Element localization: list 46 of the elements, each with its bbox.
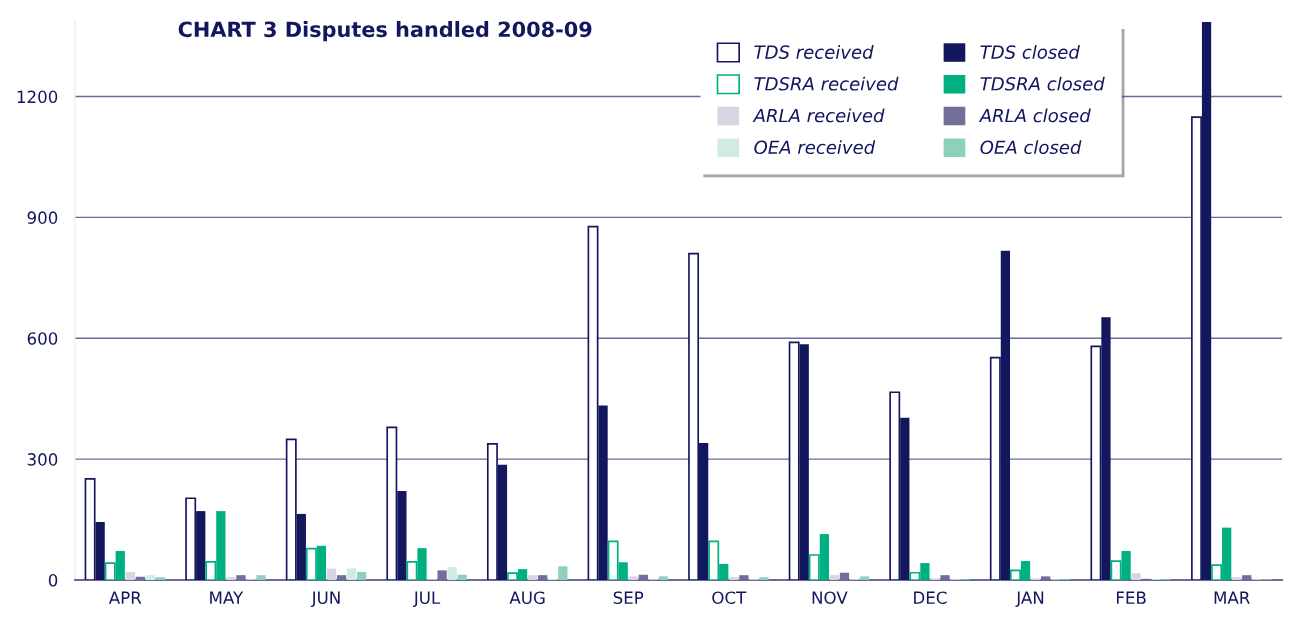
y-tick-label: 900 <box>27 211 58 224</box>
bar <box>256 575 266 580</box>
legend-label: ARLA received <box>752 108 885 123</box>
x-tick-label: DEC <box>914 591 947 605</box>
bar <box>155 577 166 580</box>
bar <box>859 576 870 580</box>
bar <box>759 577 769 580</box>
bar <box>558 566 568 580</box>
bar <box>447 567 457 580</box>
bar <box>346 568 357 580</box>
x-tick-label: SEP <box>613 591 644 605</box>
bar <box>357 571 367 580</box>
bar <box>457 574 467 580</box>
bar <box>658 576 669 580</box>
bar <box>326 568 337 580</box>
bar <box>729 577 739 580</box>
x-tick-label: AUG <box>509 591 545 605</box>
bar <box>528 575 538 580</box>
bar <box>226 577 236 580</box>
bar <box>145 575 156 580</box>
legend-label: TDSRA closed <box>980 76 1105 91</box>
y-tick-label: 300 <box>27 453 58 466</box>
x-tick-label: OCT <box>712 591 747 605</box>
bar <box>628 576 638 580</box>
x-tick-label: FEB <box>1116 591 1146 604</box>
legend-label: ARLA closed <box>978 108 1091 123</box>
y-tick-label: 600 <box>27 332 58 345</box>
bar <box>125 571 135 580</box>
legend-label: OEA received <box>754 140 876 155</box>
legend-label: TDS closed <box>980 44 1080 59</box>
x-tick-label: NOV <box>812 591 848 605</box>
bar <box>1232 577 1242 580</box>
legend-label: TDSRA received <box>754 76 899 91</box>
bar <box>829 575 840 580</box>
x-tick-label: JUN <box>310 591 340 608</box>
legend-label: TDS received <box>754 44 874 59</box>
bar <box>1131 573 1141 580</box>
x-tick-label: MAY <box>210 591 244 604</box>
y-tick-label: 0 <box>48 573 58 587</box>
chart-title: CHART 3 Disputes handled 2008-09 <box>178 21 592 42</box>
x-tick-label: JUL <box>412 591 441 608</box>
x-tick-label: APR <box>108 591 142 604</box>
x-tick-label: MAR <box>1214 591 1250 604</box>
y-tick-label: 1200 <box>17 90 58 104</box>
x-tick-label: JAN <box>1015 591 1044 608</box>
legend-label: OEA closed <box>980 140 1082 155</box>
